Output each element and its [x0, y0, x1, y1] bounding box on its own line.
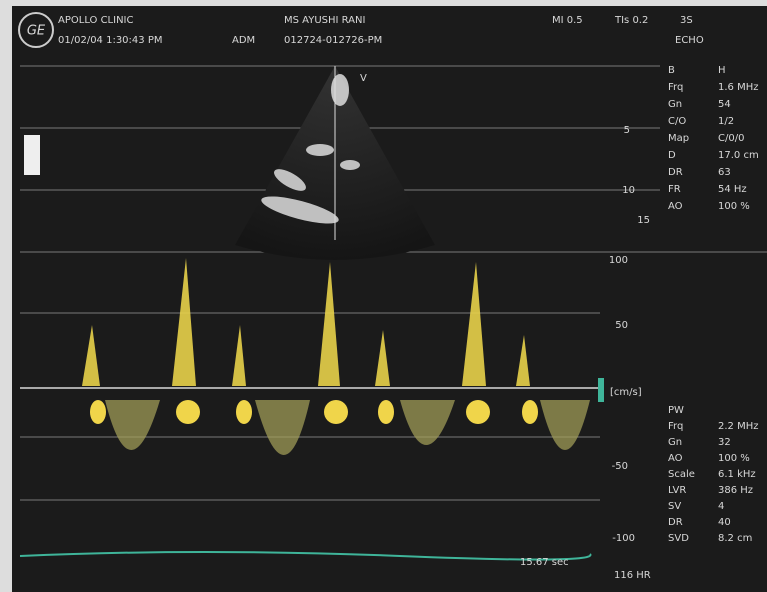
patient: MS AYUSHI RANI — [284, 15, 365, 26]
param-key: Frq — [668, 421, 683, 432]
param-key: D — [668, 150, 676, 161]
scale-tick: -50 — [612, 461, 628, 472]
param-key: DR — [668, 167, 683, 178]
preset: ECHO — [675, 35, 704, 46]
param-value: 40 — [718, 517, 731, 528]
depth-tick: 15 — [637, 215, 650, 226]
param-value: 1/2 — [718, 116, 734, 127]
param-key: FR — [668, 184, 681, 195]
param-key: Map — [668, 133, 689, 144]
ge-logo — [18, 12, 54, 48]
scale-unit: [cm/s] — [610, 387, 642, 398]
doppler-spectrum — [82, 258, 590, 455]
param-key: AO — [668, 201, 683, 212]
bmode-params: B H Frq 1.6 MHz Gn 54 C/O 1/2 Map C/0/0 D 17.0 cm DR… — [668, 65, 759, 212]
param-key: DR — [668, 517, 683, 528]
param-key: Frq — [668, 82, 683, 93]
param-value: 54 Hz — [718, 184, 747, 195]
operator: ADM — [232, 35, 255, 46]
param-key: PW — [668, 405, 684, 416]
param-key: SV — [668, 501, 681, 512]
param-key: SVD — [668, 533, 689, 544]
scale-tick: -100 — [612, 533, 635, 544]
param-key: B — [668, 65, 675, 76]
depth-tick: 10 — [622, 185, 635, 196]
ge-logo-text: GE — [27, 24, 46, 39]
gray-bar — [24, 135, 40, 175]
param-key: C/O — [668, 116, 686, 127]
tis: TIs 0.2 — [614, 15, 648, 26]
param-value: 100 % — [718, 201, 750, 212]
depth-tick: 5 — [624, 125, 630, 136]
marker: V — [360, 73, 367, 84]
param-key: Scale — [668, 469, 695, 480]
probe: 3S — [680, 15, 693, 26]
datetime: 01/02/04 1:30:43 PM — [58, 35, 162, 46]
heart-rate: 116 HR — [614, 570, 651, 581]
grid — [20, 65, 767, 501]
param-value: 32 — [718, 437, 731, 448]
param-value: C/0/0 — [718, 133, 744, 144]
param-value: 8.2 cm — [718, 533, 752, 544]
param-value: 2.2 MHz — [718, 421, 758, 432]
param-value: 6.1 kHz — [718, 469, 756, 480]
clinic: APOLLO CLINIC — [58, 15, 134, 26]
param-value: 17.0 cm — [718, 150, 759, 161]
param-value: H — [718, 65, 726, 76]
param-value: 386 Hz — [718, 485, 753, 496]
scale-tick: 100 — [609, 255, 628, 266]
param-key: Gn — [668, 99, 682, 110]
param-value: 63 — [718, 167, 731, 178]
param-value: 54 — [718, 99, 731, 110]
ecg-trace — [19, 551, 592, 561]
screen-bg — [12, 6, 767, 592]
param-key: LVR — [668, 485, 686, 496]
scale-tick: 50 — [615, 320, 628, 331]
param-value: 1.6 MHz — [718, 82, 758, 93]
param-key: Gn — [668, 437, 682, 448]
mi: MI 0.5 — [552, 15, 583, 26]
param-value: 4 — [718, 501, 724, 512]
sweep-time: 15.67 sec — [520, 557, 569, 568]
param-key: AO — [668, 453, 683, 464]
param-value: 100 % — [718, 453, 750, 464]
patient-id: 012724-012726-PM — [284, 35, 382, 46]
doppler-params: PW Frq 2.2 MHz Gn 32 AO 100 % Scale 6.1 kHz LVR 38… — [668, 405, 758, 544]
scale-marker — [598, 378, 604, 402]
